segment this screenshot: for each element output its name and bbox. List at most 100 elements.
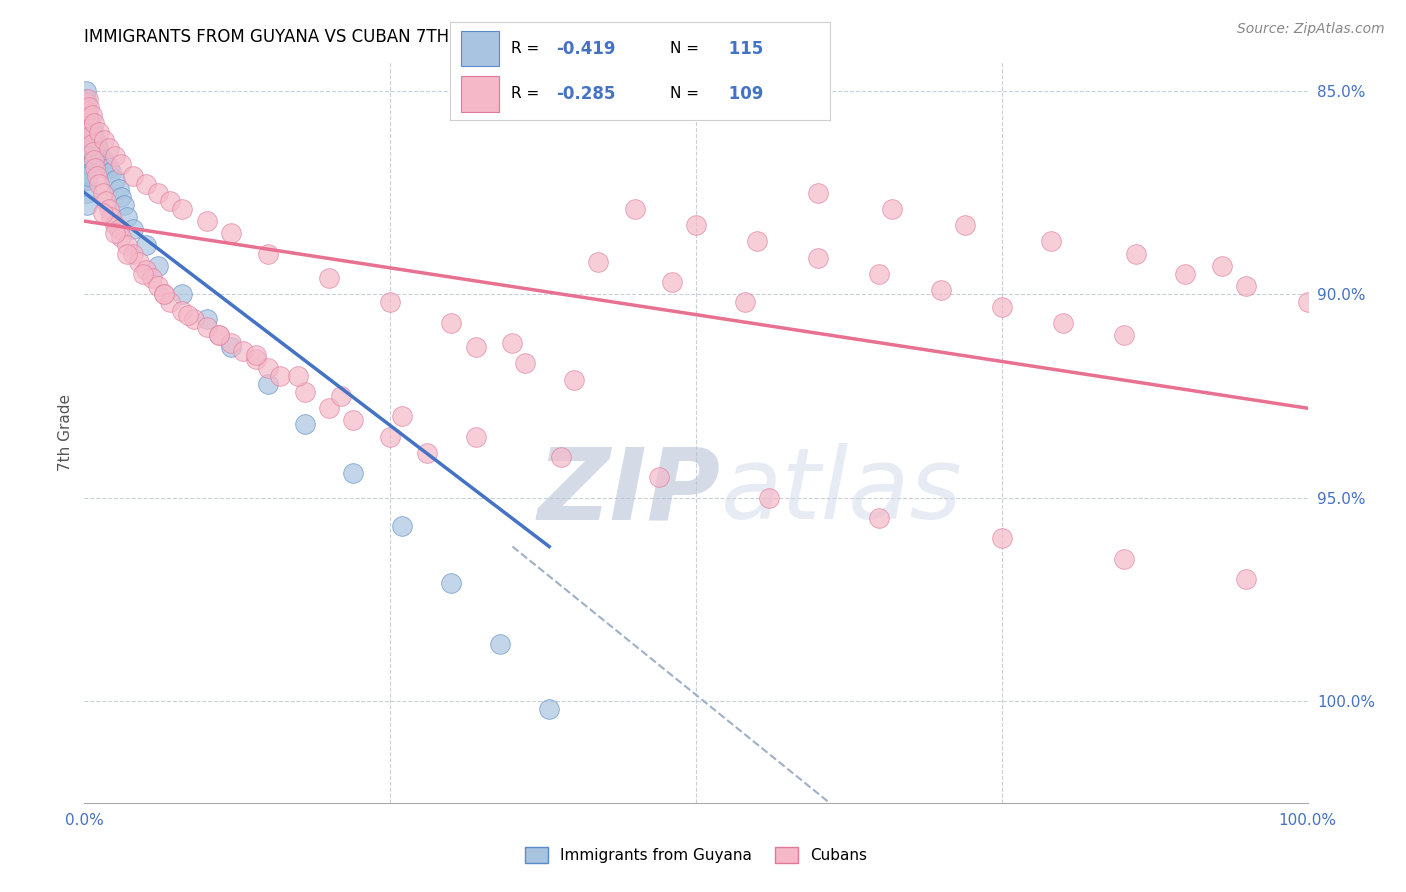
Point (1296, 295, 1319, 310)
Point (76, 104, 98, 119)
Point (110, 189, 132, 203)
Point (110, 230, 132, 244)
Point (440, 576, 463, 591)
Point (75, 165, 97, 179)
Point (128, 254, 150, 268)
Point (232, 344, 254, 359)
Text: ZIP: ZIP (537, 443, 720, 541)
Point (153, 287, 176, 301)
Point (83, 128, 105, 143)
Point (172, 287, 194, 301)
Point (77, 145, 100, 159)
Point (77, 120, 100, 135)
Bar (461, 31, 499, 67)
Text: atlas: atlas (720, 443, 962, 541)
Point (76, 161, 98, 176)
Point (87, 178, 110, 192)
Point (294, 417, 316, 432)
Point (97, 141, 120, 155)
Point (96, 157, 118, 171)
Point (80, 120, 103, 135)
Point (195, 319, 218, 334)
Point (183, 311, 205, 326)
Point (82, 145, 104, 159)
Point (132, 267, 155, 281)
Point (195, 214, 218, 228)
Point (318, 271, 340, 285)
Point (77, 108, 100, 122)
Point (76, 104, 98, 119)
Point (991, 532, 1014, 546)
Point (91, 186, 114, 200)
Point (219, 340, 242, 354)
Point (75, 96, 97, 111)
Point (75, 100, 97, 114)
Point (562, 373, 585, 387)
Point (929, 283, 952, 297)
Point (80, 136, 103, 151)
Point (77, 149, 100, 163)
Point (464, 430, 486, 444)
Point (79, 128, 101, 143)
Point (80, 133, 103, 147)
Point (380, 295, 402, 310)
Point (77, 125, 100, 139)
Point (77, 120, 100, 135)
Point (87, 141, 110, 155)
Point (90, 149, 112, 163)
Point (84, 133, 107, 147)
Point (219, 336, 242, 351)
Point (219, 227, 242, 241)
Point (77, 112, 100, 127)
Point (100, 210, 122, 224)
Point (953, 218, 976, 232)
Text: N =: N = (671, 87, 704, 102)
Point (391, 519, 413, 533)
Point (538, 702, 561, 716)
Legend: Immigrants from Guyana, Cubans: Immigrants from Guyana, Cubans (519, 841, 873, 869)
Point (77, 112, 100, 127)
Point (97, 161, 120, 176)
Point (122, 169, 145, 184)
Point (1052, 316, 1074, 330)
Point (269, 368, 291, 383)
Point (75, 125, 97, 139)
Point (97, 202, 120, 216)
Point (1125, 246, 1147, 260)
Point (76, 141, 98, 155)
Text: 115: 115 (723, 40, 763, 58)
Point (115, 238, 138, 252)
Point (464, 340, 486, 354)
Point (86, 169, 108, 184)
Point (100, 165, 122, 179)
Point (1039, 235, 1062, 249)
Point (96, 194, 118, 208)
Point (115, 246, 138, 260)
Point (440, 316, 463, 330)
Point (172, 202, 194, 216)
Point (991, 300, 1014, 314)
Point (1174, 267, 1197, 281)
Point (76, 173, 98, 187)
Point (79, 141, 101, 155)
Point (75, 133, 97, 147)
Point (75, 84, 97, 98)
Text: IMMIGRANTS FROM GUYANA VS CUBAN 7TH GRADE CORRELATION CHART: IMMIGRANTS FROM GUYANA VS CUBAN 7TH GRAD… (84, 28, 699, 45)
Point (104, 227, 127, 241)
Point (195, 311, 218, 326)
Point (146, 186, 169, 200)
Point (84, 161, 107, 176)
Point (1114, 551, 1136, 566)
Point (80, 145, 103, 159)
Point (76, 198, 98, 212)
Point (76, 128, 98, 143)
Point (84, 145, 107, 159)
Text: Source: ZipAtlas.com: Source: ZipAtlas.com (1237, 22, 1385, 37)
Point (80, 108, 103, 122)
Point (82, 136, 104, 151)
Point (586, 254, 609, 268)
Y-axis label: 7th Grade: 7th Grade (58, 394, 73, 471)
Point (83, 153, 105, 167)
Point (208, 328, 231, 343)
Point (77, 157, 100, 171)
